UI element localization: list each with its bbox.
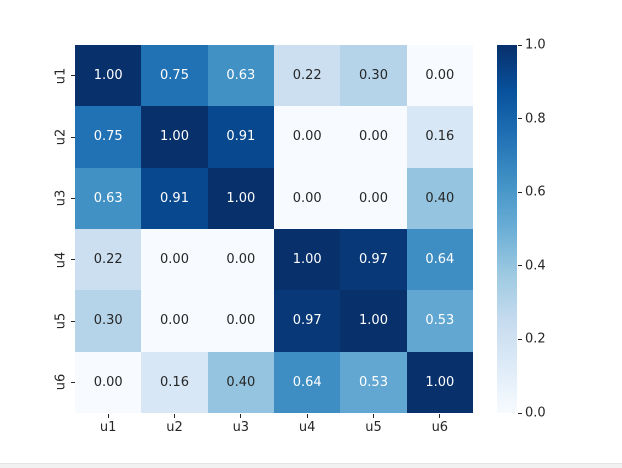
heatmap-cell: 0.30 (340, 45, 407, 107)
y-tick (70, 136, 75, 138)
heatmap-cell: 0.63 (75, 167, 142, 229)
colorbar-tick (517, 44, 522, 46)
heatmap-cell: 0.97 (340, 228, 407, 291)
colorbar-tick (517, 338, 522, 340)
x-tick-label: u6 (431, 420, 449, 435)
heatmap-cell: 0.16 (141, 351, 208, 413)
heatmap-cell: 0.53 (406, 290, 473, 352)
heatmap-cell: 0.40 (406, 167, 473, 229)
y-tick (70, 259, 75, 261)
y-tick (70, 381, 75, 383)
x-tick (373, 413, 374, 418)
x-tick (107, 413, 109, 418)
colorbar-tick (517, 412, 522, 414)
heatmap-cell: 1.00 (141, 106, 208, 168)
x-tick (439, 413, 441, 418)
heatmap-cell: 0.63 (207, 45, 274, 107)
heatmap-cell: 0.30 (75, 290, 142, 352)
y-tick-label: u1 (53, 67, 69, 84)
colorbar-tick (517, 191, 522, 193)
y-tick-label: u6 (53, 374, 69, 391)
heatmap-cell: 0.00 (340, 106, 407, 168)
colorbar-tick-label: 0.2 (525, 331, 546, 347)
heatmap-cell: 0.91 (141, 167, 208, 229)
heatmap-cell: 0.00 (274, 167, 341, 229)
y-tick-label: u2 (53, 128, 69, 146)
heatmap-cell: 0.22 (274, 45, 341, 107)
heatmap-cell: 0.00 (141, 290, 208, 352)
heatmap-cell: 0.53 (340, 351, 407, 413)
heatmap-cell: 0.00 (340, 167, 407, 229)
heatmap-cell: 0.00 (207, 228, 274, 291)
x-tick-label: u4 (298, 420, 316, 435)
heatmap-cell: 0.97 (274, 290, 341, 352)
heatmap-cell: 0.00 (406, 45, 473, 107)
heatmap-cell: 0.22 (75, 228, 142, 291)
colorbar-tick-label: 0.0 (525, 405, 546, 421)
heatmap: 1.00 0.75 0.63 0.22 0.30 0.00 0.75 1.00 0.91 0.00… (75, 45, 473, 413)
x-tick (174, 413, 175, 418)
y-tick (70, 197, 75, 199)
x-tick-label: u2 (166, 420, 183, 435)
window-bottom-strip (0, 463, 622, 468)
colorbar-tick (517, 265, 522, 267)
heatmap-cell: 0.75 (141, 45, 208, 107)
heatmap-cell: 1.00 (406, 351, 473, 413)
x-tick-label: u3 (232, 420, 250, 435)
heatmap-cell: 0.64 (406, 228, 473, 291)
heatmap-cell: 0.40 (207, 351, 274, 413)
heatmap-cell: 0.64 (274, 351, 341, 413)
heatmap-cell: 0.00 (274, 106, 341, 168)
colorbar-tick-label: 0.8 (525, 111, 546, 127)
heatmap-cell: 1.00 (274, 228, 341, 291)
heatmap-cell: 0.00 (75, 351, 142, 413)
colorbar-tick (517, 118, 522, 120)
heatmap-cell: 1.00 (207, 167, 274, 229)
x-tick (306, 413, 308, 418)
y-tick (70, 320, 75, 322)
colorbar (497, 45, 517, 413)
colorbar-tick-label: 0.6 (525, 184, 546, 200)
y-tick-label: u5 (53, 312, 69, 330)
y-tick-label: u4 (53, 251, 69, 268)
heatmap-cell: 0.91 (207, 106, 274, 168)
y-tick-label: u3 (53, 190, 69, 207)
x-tick (240, 413, 242, 418)
x-tick-label: u1 (99, 420, 117, 435)
heatmap-cell: 0.00 (141, 228, 208, 291)
heatmap-cell: 1.00 (340, 290, 407, 352)
heatmap-cell: 1.00 (75, 45, 142, 107)
colorbar-tick-label: 1.0 (525, 37, 546, 53)
heatmap-cell: 0.16 (406, 106, 473, 168)
heatmap-cell: 0.00 (207, 290, 274, 352)
heatmap-cell: 0.75 (75, 106, 142, 168)
y-tick (70, 75, 75, 77)
colorbar-tick-label: 0.4 (525, 258, 546, 274)
x-tick-label: u5 (365, 420, 382, 435)
